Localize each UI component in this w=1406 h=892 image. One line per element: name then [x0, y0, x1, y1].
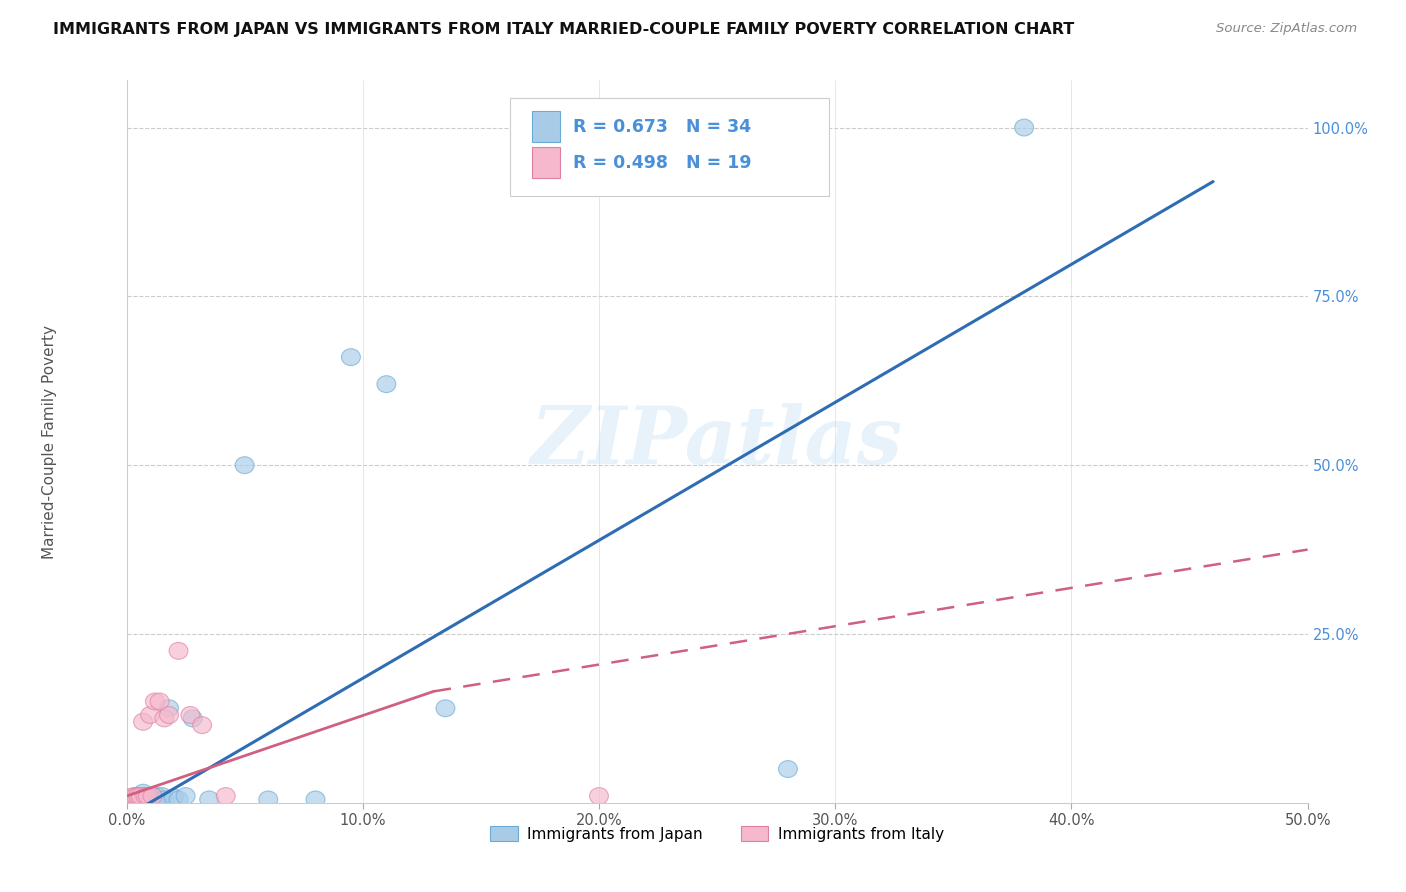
- Ellipse shape: [131, 791, 150, 808]
- Ellipse shape: [235, 457, 254, 474]
- Ellipse shape: [127, 791, 145, 808]
- Ellipse shape: [193, 716, 211, 733]
- Ellipse shape: [141, 791, 160, 808]
- Ellipse shape: [129, 788, 148, 805]
- Ellipse shape: [145, 791, 165, 808]
- Ellipse shape: [176, 788, 195, 805]
- Ellipse shape: [145, 693, 165, 710]
- Ellipse shape: [150, 693, 169, 710]
- Ellipse shape: [307, 791, 325, 808]
- FancyBboxPatch shape: [531, 147, 560, 178]
- Text: Source: ZipAtlas.com: Source: ZipAtlas.com: [1216, 22, 1357, 36]
- Text: ZIPatlas: ZIPatlas: [531, 403, 903, 480]
- Ellipse shape: [127, 788, 145, 805]
- Ellipse shape: [134, 714, 152, 731]
- Ellipse shape: [1015, 120, 1033, 136]
- Ellipse shape: [138, 788, 157, 805]
- Ellipse shape: [160, 700, 179, 716]
- Ellipse shape: [150, 791, 169, 808]
- Ellipse shape: [217, 788, 235, 805]
- Ellipse shape: [141, 706, 160, 723]
- Ellipse shape: [589, 788, 609, 805]
- Y-axis label: Married-Couple Family Poverty: Married-Couple Family Poverty: [42, 325, 58, 558]
- Ellipse shape: [136, 791, 155, 808]
- Ellipse shape: [155, 710, 174, 727]
- Ellipse shape: [148, 788, 167, 805]
- Ellipse shape: [169, 642, 188, 659]
- Ellipse shape: [436, 700, 456, 716]
- Ellipse shape: [259, 791, 278, 808]
- Ellipse shape: [141, 789, 160, 805]
- Ellipse shape: [134, 784, 152, 801]
- Text: R = 0.498   N = 19: R = 0.498 N = 19: [574, 153, 751, 171]
- Ellipse shape: [143, 788, 162, 805]
- Ellipse shape: [131, 788, 150, 805]
- Ellipse shape: [136, 788, 155, 805]
- Ellipse shape: [124, 789, 143, 805]
- Legend: Immigrants from Japan, Immigrants from Italy: Immigrants from Japan, Immigrants from I…: [482, 819, 952, 849]
- Ellipse shape: [122, 789, 141, 805]
- Ellipse shape: [200, 791, 219, 808]
- FancyBboxPatch shape: [510, 98, 830, 196]
- Ellipse shape: [181, 706, 200, 723]
- Ellipse shape: [779, 761, 797, 778]
- Ellipse shape: [143, 788, 162, 805]
- Ellipse shape: [155, 791, 174, 808]
- Ellipse shape: [138, 788, 157, 805]
- Ellipse shape: [136, 788, 155, 805]
- Text: IMMIGRANTS FROM JAPAN VS IMMIGRANTS FROM ITALY MARRIED-COUPLE FAMILY POVERTY COR: IMMIGRANTS FROM JAPAN VS IMMIGRANTS FROM…: [53, 22, 1074, 37]
- Ellipse shape: [377, 376, 396, 392]
- Ellipse shape: [169, 791, 188, 808]
- Ellipse shape: [124, 788, 143, 805]
- Ellipse shape: [160, 706, 179, 723]
- Ellipse shape: [134, 789, 152, 805]
- FancyBboxPatch shape: [531, 112, 560, 142]
- Ellipse shape: [342, 349, 360, 366]
- Ellipse shape: [129, 788, 148, 805]
- Ellipse shape: [152, 788, 172, 805]
- Text: R = 0.673   N = 34: R = 0.673 N = 34: [574, 118, 751, 136]
- Ellipse shape: [129, 791, 148, 808]
- Ellipse shape: [165, 789, 183, 805]
- Ellipse shape: [183, 710, 202, 727]
- Ellipse shape: [138, 791, 157, 808]
- Ellipse shape: [122, 791, 141, 808]
